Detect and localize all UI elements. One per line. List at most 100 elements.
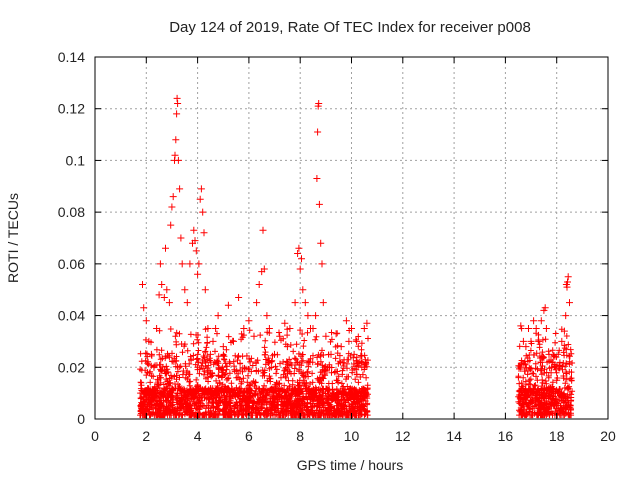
data-point xyxy=(158,281,166,288)
axis-ticks: 0 2 4 6 8 10 12 14 16 18 20 0 0.02 0.04 0.06 0.08 0.1 0.1… xyxy=(58,49,616,444)
data-point xyxy=(298,255,305,263)
data-point xyxy=(296,265,304,273)
data-point xyxy=(295,244,303,252)
data-point xyxy=(167,221,175,229)
grid-layer xyxy=(95,57,608,419)
y-tick-label: 0 xyxy=(77,411,85,427)
data-point xyxy=(206,350,214,358)
data-point xyxy=(337,343,345,351)
data-point xyxy=(201,286,209,294)
y-tick-label: 0.08 xyxy=(58,204,85,220)
data-point xyxy=(255,281,263,288)
x-tick-label: 0 xyxy=(91,428,99,444)
x-tick-label: 14 xyxy=(446,428,462,444)
data-point xyxy=(178,260,186,268)
y-tick-label: 0.04 xyxy=(58,308,85,324)
data-point xyxy=(171,151,179,159)
data-point xyxy=(263,312,271,320)
data-point xyxy=(240,325,248,332)
data-point xyxy=(163,286,171,294)
data-point xyxy=(200,229,208,237)
data-point xyxy=(317,239,325,247)
data-point xyxy=(564,273,572,281)
chart-title: Day 124 of 2019, Rate Of TEC Index for r… xyxy=(169,19,531,36)
data-points xyxy=(137,94,576,419)
data-point xyxy=(235,294,243,301)
data-point xyxy=(318,260,326,268)
data-point xyxy=(199,208,207,216)
data-point xyxy=(197,185,205,193)
x-tick-label: 20 xyxy=(600,428,616,444)
x-tick-label: 12 xyxy=(395,428,411,444)
x-tick-label: 6 xyxy=(245,428,253,444)
data-point xyxy=(562,312,570,320)
data-point xyxy=(156,260,164,268)
data-point xyxy=(259,226,267,234)
data-point xyxy=(174,156,182,164)
data-point xyxy=(530,317,538,325)
data-point xyxy=(142,317,150,325)
data-point xyxy=(363,319,371,327)
data-point xyxy=(281,319,289,327)
data-point xyxy=(245,317,253,325)
data-point xyxy=(176,185,184,193)
data-point xyxy=(155,291,163,299)
data-point xyxy=(522,343,530,351)
data-point xyxy=(519,337,527,345)
x-tick-label: 18 xyxy=(549,428,565,444)
data-point xyxy=(190,226,198,234)
x-tick-label: 16 xyxy=(498,428,514,444)
data-point xyxy=(315,200,323,208)
y-tick-label: 0.1 xyxy=(66,152,86,168)
data-point xyxy=(177,234,185,242)
data-point xyxy=(342,317,350,325)
data-point xyxy=(353,337,361,345)
y-tick-label: 0.14 xyxy=(58,49,85,65)
data-point xyxy=(219,343,227,351)
data-point xyxy=(140,304,148,312)
data-point xyxy=(196,195,204,203)
data-point xyxy=(301,299,309,307)
data-point xyxy=(294,250,302,257)
data-point xyxy=(173,110,181,118)
data-point xyxy=(304,312,312,320)
data-point xyxy=(360,325,368,332)
data-point xyxy=(186,260,194,268)
data-point xyxy=(315,100,323,107)
data-point xyxy=(525,325,532,332)
data-point xyxy=(250,332,258,340)
data-point xyxy=(165,299,173,307)
y-tick-label: 0.02 xyxy=(58,359,85,375)
y-tick-label: 0.06 xyxy=(58,256,85,272)
data-point xyxy=(183,299,191,307)
x-tick-label: 2 xyxy=(142,428,150,444)
data-point xyxy=(160,294,168,301)
data-point xyxy=(564,278,571,286)
data-point xyxy=(314,128,322,136)
data-point xyxy=(212,325,220,332)
data-point xyxy=(542,325,550,332)
data-point xyxy=(260,265,268,273)
data-point xyxy=(162,244,169,252)
x-tick-label: 8 xyxy=(296,428,304,444)
data-point xyxy=(139,281,146,288)
data-point xyxy=(174,100,182,107)
data-point xyxy=(276,332,284,340)
data-point xyxy=(345,337,353,345)
data-point xyxy=(195,260,203,268)
x-axis-label: GPS time / hours xyxy=(297,457,404,473)
data-point xyxy=(209,337,217,345)
y-tick-label: 0.12 xyxy=(58,101,85,117)
data-point xyxy=(191,237,199,245)
data-point xyxy=(169,193,177,201)
data-point xyxy=(299,286,307,294)
data-point xyxy=(309,325,317,332)
data-point xyxy=(566,299,573,307)
data-point xyxy=(291,299,299,307)
data-point xyxy=(172,136,180,144)
data-point xyxy=(253,299,261,307)
data-point xyxy=(313,175,321,182)
data-point xyxy=(541,304,549,312)
x-tick-label: 4 xyxy=(194,428,202,444)
